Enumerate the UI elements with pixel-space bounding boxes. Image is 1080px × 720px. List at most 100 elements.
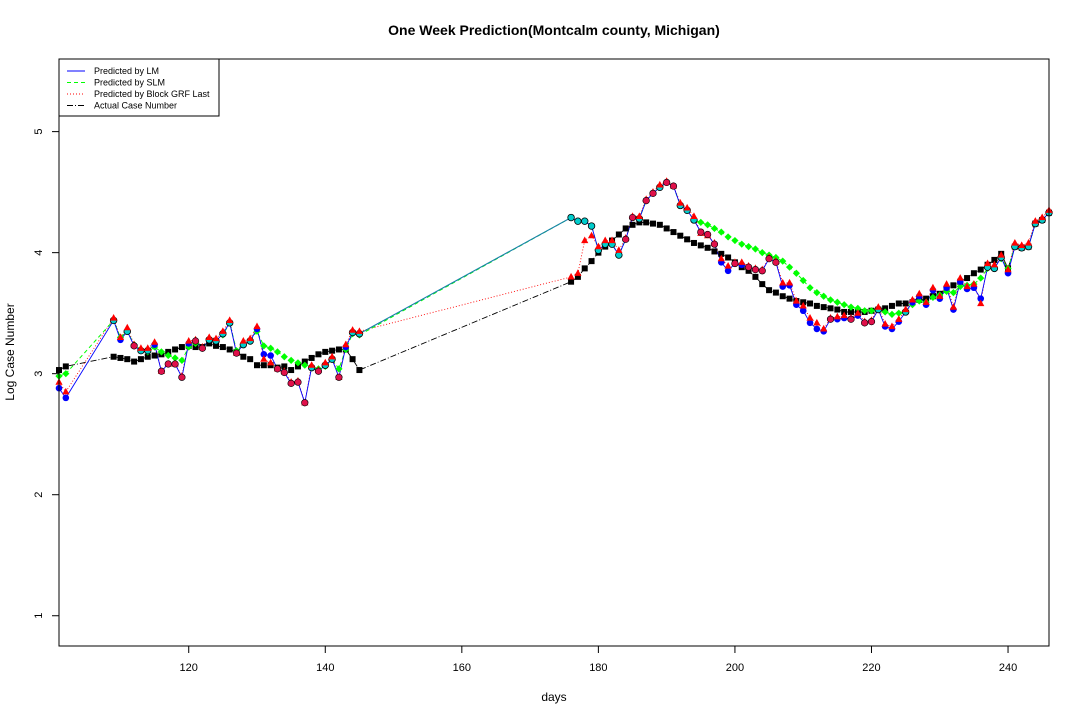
legend-label: Predicted by Block GRF Last xyxy=(94,89,210,99)
point-slm xyxy=(178,356,186,364)
point-slm xyxy=(724,233,732,241)
point-grf xyxy=(970,280,978,287)
point-lm-grf-overlap xyxy=(157,367,166,375)
point-slm xyxy=(854,304,862,312)
y-tick-label: 1 xyxy=(33,613,45,619)
point-grf xyxy=(717,254,725,262)
point-actual xyxy=(772,289,779,296)
point-slm xyxy=(744,242,753,251)
plot-layer xyxy=(55,177,1053,407)
point-grf xyxy=(226,316,234,324)
point-lm xyxy=(267,352,274,359)
point-lm-grf-overlap xyxy=(669,182,678,190)
point-actual xyxy=(786,295,793,302)
x-tick-label: 220 xyxy=(862,662,880,674)
point-actual xyxy=(137,356,144,363)
point-lm-grf-overlap xyxy=(642,197,650,205)
point-lm-grf-overlap xyxy=(847,315,855,323)
point-actual xyxy=(165,348,172,355)
point-actual xyxy=(820,304,827,311)
point-slm xyxy=(956,282,964,291)
point-lm-grf-overlap xyxy=(649,189,657,197)
point-lm-grf-overlap xyxy=(171,360,179,368)
point-grf xyxy=(983,259,992,267)
point-grf xyxy=(594,242,602,250)
point-grf xyxy=(328,352,336,360)
y-tick-label: 5 xyxy=(33,129,45,135)
point-actual xyxy=(151,352,158,359)
point-actual xyxy=(684,236,691,243)
point-lm-grf-overlap xyxy=(751,265,760,274)
point-grf xyxy=(150,338,159,345)
point-grf xyxy=(908,295,917,303)
legend-label: Predicted by LM xyxy=(94,66,159,76)
point-slm xyxy=(301,361,309,369)
point-grf xyxy=(635,212,643,219)
point-lm-grf-overlap xyxy=(287,379,295,387)
point-actual xyxy=(315,351,322,358)
point-grf xyxy=(116,333,125,340)
point-grf xyxy=(854,309,862,316)
point-grf xyxy=(608,236,616,244)
point-grf xyxy=(1011,238,1019,246)
point-lm xyxy=(813,325,821,333)
point-lm-grf-overlap xyxy=(232,349,241,357)
point-actual xyxy=(62,363,69,370)
point-slm xyxy=(779,257,787,265)
point-slm xyxy=(949,288,958,297)
point-actual xyxy=(219,344,226,351)
point-actual xyxy=(131,358,138,365)
point-actual xyxy=(615,231,622,238)
point-grf xyxy=(615,246,623,253)
point-slm xyxy=(335,365,343,373)
point-actual xyxy=(745,267,752,274)
point-slm xyxy=(267,344,275,352)
point-grf xyxy=(956,274,964,281)
point-lm xyxy=(62,394,70,402)
point-slm xyxy=(806,284,814,292)
point-grf xyxy=(779,278,787,286)
point-actual xyxy=(178,344,185,351)
point-grf xyxy=(690,212,698,219)
point-actual xyxy=(704,244,711,251)
line-lm-gap-segment xyxy=(359,217,572,335)
legend: Predicted by LM Predicted by SLMPredicted… xyxy=(58,58,220,117)
point-grf xyxy=(567,272,575,280)
point-actual xyxy=(192,344,199,351)
point-grf xyxy=(205,333,213,340)
point-grf xyxy=(137,344,145,351)
point-grf xyxy=(1004,265,1012,273)
point-grf xyxy=(813,318,821,326)
point-slm xyxy=(717,228,725,236)
point-slm xyxy=(977,274,985,282)
point-actual xyxy=(977,266,984,273)
point-grf xyxy=(888,322,896,330)
point-lm-grf-overlap xyxy=(314,367,323,375)
point-lm-grf-overlap xyxy=(198,344,206,352)
y-tick-label: 2 xyxy=(33,492,45,498)
point-actual xyxy=(568,278,575,285)
point-grf xyxy=(833,312,841,320)
point-grf xyxy=(1024,238,1033,246)
chart-title: One Week Prediction(Montcalm county, Mic… xyxy=(388,22,720,38)
point-actual xyxy=(254,362,260,369)
point-lm-slm-overlap xyxy=(587,222,596,230)
point-grf xyxy=(308,361,316,368)
point-actual xyxy=(301,358,308,365)
point-grf xyxy=(902,305,910,313)
point-actual xyxy=(322,348,329,355)
point-lm-grf-overlap xyxy=(335,373,343,381)
x-tick-label: 120 xyxy=(180,662,198,674)
point-slm xyxy=(826,296,835,304)
point-actual xyxy=(247,356,254,363)
point-grf xyxy=(574,269,582,276)
point-actual xyxy=(848,308,854,315)
point-grf xyxy=(895,315,903,322)
point-slm xyxy=(785,263,794,271)
point-slm xyxy=(867,307,876,315)
point-grf xyxy=(348,326,357,333)
point-lm-slm-overlap xyxy=(581,217,589,225)
point-actual xyxy=(895,300,902,307)
point-slm xyxy=(280,353,288,361)
x-tick-label: 200 xyxy=(726,662,744,674)
